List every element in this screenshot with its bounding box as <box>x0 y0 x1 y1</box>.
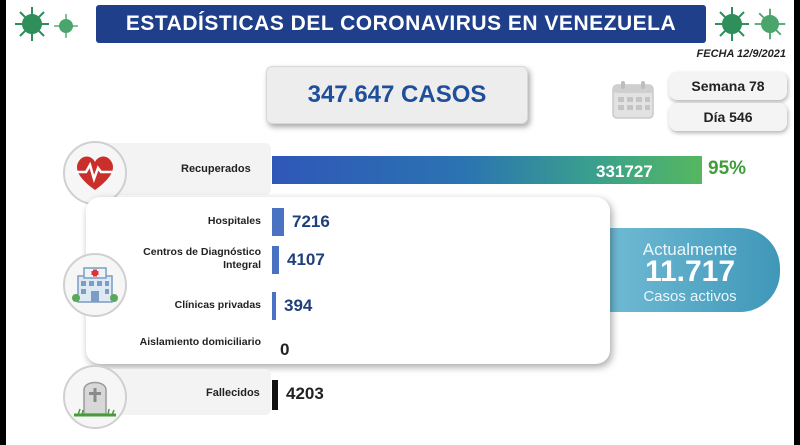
recovered-label: Recuperados <box>181 163 251 175</box>
active-label-top: Actualmente <box>642 240 738 259</box>
page-title: ESTADÍSTICAS DEL CORONAVIRUS EN VENEZUEL… <box>125 12 677 35</box>
day-badge: Día 546 <box>669 103 787 131</box>
hospitalized-item-label: Aislamiento domiciliario <box>139 336 261 348</box>
header: ESTADÍSTICAS DEL CORONAVIRUS EN VENEZUEL… <box>6 0 794 44</box>
hospitalized-item-value: 7216 <box>292 212 330 231</box>
recovered-bar <box>272 156 702 184</box>
hospitalized-item-value: 0 <box>280 340 290 359</box>
active-label-bottom: Casos activos <box>643 288 737 305</box>
hospitalized-item-label: Centros de Diagnóstico Integral <box>143 246 261 271</box>
week-badge: Semana 78 <box>669 72 787 100</box>
hospitalized-item-value: 4107 <box>287 250 325 269</box>
virus-icon <box>54 14 78 38</box>
hospital-icon <box>63 253 127 317</box>
hospitalized-item-label: Hospitales <box>207 214 261 227</box>
hospitalized-item-label: Clínicas privadas <box>174 298 261 311</box>
infographic: ESTADÍSTICAS DEL CORONAVIRUS EN VENEZUEL… <box>6 0 794 445</box>
deceased-value: 4203 <box>286 384 324 403</box>
header-band <box>96 5 706 43</box>
hospitalized-item-bar <box>272 246 279 274</box>
tombstone-icon <box>63 365 127 429</box>
deceased-label: Fallecidos <box>206 387 260 399</box>
active-cases-bubble <box>610 228 780 312</box>
heart-pulse-icon <box>63 141 127 205</box>
active-cases-value: 11.717 <box>644 255 736 288</box>
total-cases-label: 347.647 CASOS <box>307 81 487 108</box>
report-date: FECHA 12/9/2021 <box>696 48 786 60</box>
calendar-icon <box>612 81 654 119</box>
deceased-bar <box>272 380 278 410</box>
hospitalized-item-bar <box>272 208 284 236</box>
virus-icon <box>715 7 749 41</box>
hospitalized-panel: Hospitales 7216 Centros de Diagnóstico Int… <box>86 197 610 364</box>
virus-icon <box>754 8 786 40</box>
total-cases-box: 347.647 CASOS <box>266 66 528 124</box>
hospitalized-item-value: 394 <box>284 296 313 315</box>
recovered-percent: 95% <box>708 158 747 179</box>
recovered-value: 331727 <box>596 162 653 181</box>
virus-icon <box>15 7 49 41</box>
hospitalized-item-bar <box>272 292 276 320</box>
